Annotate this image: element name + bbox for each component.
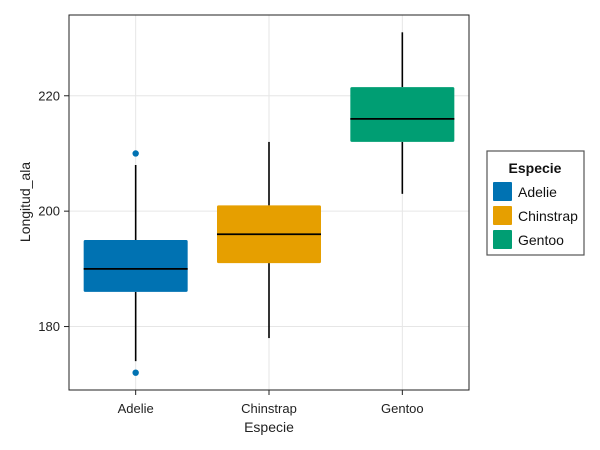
legend-swatch xyxy=(493,206,512,225)
box-gentoo xyxy=(350,32,455,194)
box-adelie xyxy=(83,150,188,376)
x-tick-label: Adelie xyxy=(118,401,154,416)
legend: Especie Adelie Chinstrap Gentoo xyxy=(486,150,585,256)
legend-label: Gentoo xyxy=(518,232,564,248)
outlier-point xyxy=(132,150,139,157)
x-axis-label: Especie xyxy=(244,419,294,435)
legend-swatch xyxy=(493,182,512,201)
y-axis-label: Longitud_ala xyxy=(17,162,33,242)
legend-label: Chinstrap xyxy=(518,208,578,224)
x-tick-label: Chinstrap xyxy=(241,401,297,416)
legend-frame xyxy=(486,150,585,256)
legend-items: Adelie Chinstrap Gentoo xyxy=(493,182,578,249)
iqr-box xyxy=(83,240,188,292)
axis-ticks: Adelie Chinstrap Gentoo 180 200 220 xyxy=(38,88,423,416)
y-tick-label: 220 xyxy=(38,88,60,103)
legend-label: Adelie xyxy=(518,184,557,200)
box-chinstrap xyxy=(217,141,321,339)
x-tick-label: Gentoo xyxy=(381,401,424,416)
iqr-box xyxy=(350,87,455,142)
boxes-layer xyxy=(83,32,455,376)
legend-title: Especie xyxy=(509,160,562,176)
y-tick-label: 180 xyxy=(38,319,60,334)
legend-swatch xyxy=(493,230,512,249)
y-tick-label: 200 xyxy=(38,204,60,219)
outlier-point xyxy=(132,369,139,376)
